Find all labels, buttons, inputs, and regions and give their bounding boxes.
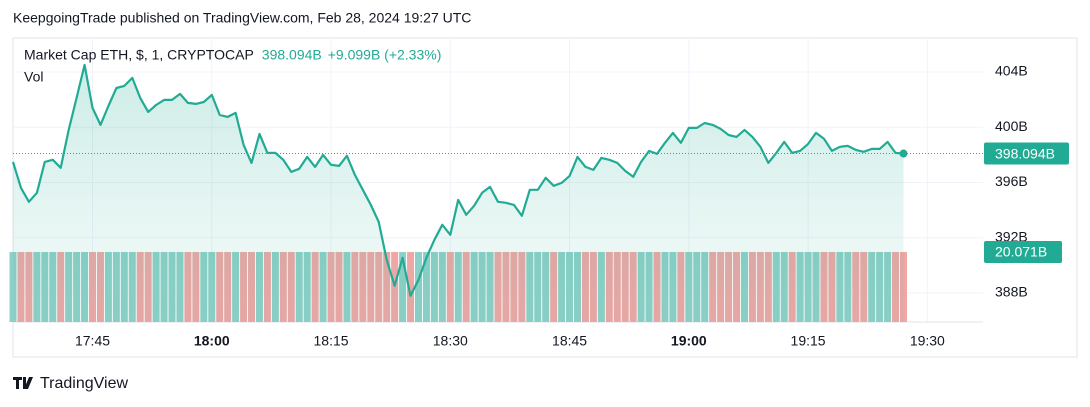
last-point [899, 149, 908, 158]
x-tick-label: 18:15 [314, 333, 349, 349]
area-fill [13, 64, 904, 323]
y-tick-label: 404B [995, 63, 1028, 79]
x-tick-label: 19:00 [671, 333, 707, 349]
brand-logo [13, 377, 33, 389]
plot: 388B 392B 396B 400B 404B 17:45 18:00 18:15 18:30… [9, 38, 1069, 349]
x-tick-label: 19:15 [791, 333, 826, 349]
x-tick-label: 19:30 [910, 333, 945, 349]
legend-change: +9.099B (+2.33%) [328, 47, 442, 63]
price-line [11, 63, 904, 297]
legend-last: 398.094B [262, 47, 322, 63]
brand: TradingView [13, 375, 128, 392]
volume-label: 20.071B [995, 244, 1047, 260]
brand-name: TradingView [40, 375, 128, 392]
x-tick-label: 18:30 [433, 333, 468, 349]
x-tick-label: 18:00 [194, 333, 230, 349]
price-label: 398.094B [995, 145, 1055, 161]
x-tick-label: 18:45 [552, 333, 587, 349]
x-tick-label: 17:45 [75, 333, 110, 349]
volume-label-box [984, 240, 1062, 263]
y-tick-label: 396B [995, 173, 1028, 189]
legend-name: Market Cap ETH, $, 1, CRYPTOCAP [24, 47, 254, 63]
y-tick-label: 392B [995, 228, 1028, 244]
y-tick-label: 400B [995, 118, 1028, 134]
attribution: KeepgoingTrade published on TradingView.… [13, 10, 471, 26]
price-label-box [984, 142, 1069, 165]
y-tick-label: 388B [995, 284, 1028, 300]
volume-bar [407, 251, 415, 322]
legend-volume: Vol [24, 69, 43, 85]
